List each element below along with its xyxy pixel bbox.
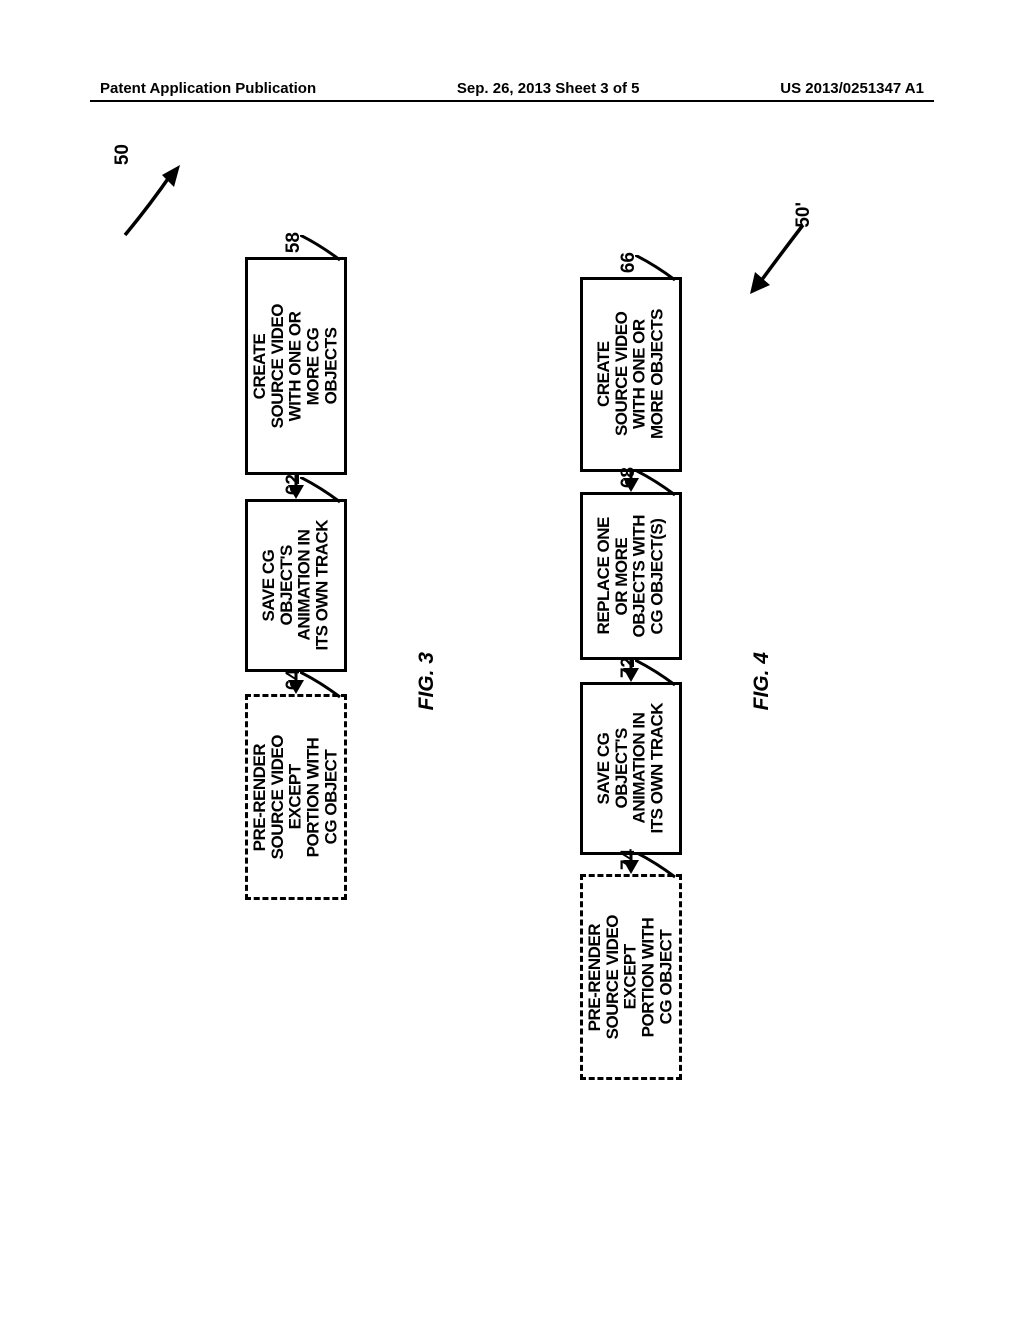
flow-box-66: CREATE SOURCE VIDEO WITH ONE OR MORE OBJ… — [580, 277, 682, 472]
flow-box-68: REPLACE ONE OR MORE OBJECTS WITH CG OBJE… — [580, 492, 682, 660]
flow-box-74: PRE-RENDER SOURCE VIDEO EXCEPT PORTION W… — [580, 874, 682, 1080]
header-divider — [90, 100, 934, 102]
flow-box-62: SAVE CG OBJECT'S ANIMATION IN ITS OWN TR… — [245, 499, 347, 672]
flow-box-58: CREATE SOURCE VIDEO WITH ONE OR MORE CG … — [245, 257, 347, 475]
header-center: Sep. 26, 2013 Sheet 3 of 5 — [457, 80, 640, 97]
fig-label-4: FIG. 4 — [750, 652, 774, 710]
header-left: Patent Application Publication — [100, 80, 316, 97]
flow-box-74-text: PRE-RENDER SOURCE VIDEO EXCEPT PORTION W… — [586, 915, 675, 1039]
ref-arrow-50p — [745, 220, 815, 295]
flow-box-64: PRE-RENDER SOURCE VIDEO EXCEPT PORTION W… — [245, 694, 347, 900]
ref-curve-72 — [635, 660, 685, 690]
flow-box-68-text: REPLACE ONE OR MORE OBJECTS WITH CG OBJE… — [595, 515, 666, 637]
ref-curve-74 — [635, 852, 685, 882]
diagram-stage: CREATE SOURCE VIDEO WITH ONE OR MORE CG … — [0, 150, 1024, 1200]
flow-box-64-text: PRE-RENDER SOURCE VIDEO EXCEPT PORTION W… — [251, 735, 340, 859]
ref-curve-58 — [300, 235, 350, 265]
flow-box-72-text: SAVE CG OBJECT'S ANIMATION IN ITS OWN TR… — [595, 703, 666, 833]
flow-box-66-text: CREATE SOURCE VIDEO WITH ONE OR MORE OBJ… — [595, 309, 666, 439]
flow-box-62-text: SAVE CG OBJECT'S ANIMATION IN ITS OWN TR… — [260, 520, 331, 650]
flow-box-72: SAVE CG OBJECT'S ANIMATION IN ITS OWN TR… — [580, 682, 682, 855]
fig-label-3: FIG. 3 — [415, 652, 439, 710]
ref-curve-64 — [300, 672, 350, 702]
page-header: Patent Application Publication Sep. 26, … — [0, 80, 1024, 97]
ref-curve-68 — [635, 470, 685, 500]
ref-curve-62 — [300, 477, 350, 507]
ref-label-50: 50 — [112, 144, 134, 165]
ref-arrow-50 — [120, 165, 190, 240]
header-right: US 2013/0251347 A1 — [780, 80, 924, 97]
flow-box-58-text: CREATE SOURCE VIDEO WITH ONE OR MORE CG … — [251, 304, 340, 428]
ref-curve-66 — [635, 255, 685, 285]
